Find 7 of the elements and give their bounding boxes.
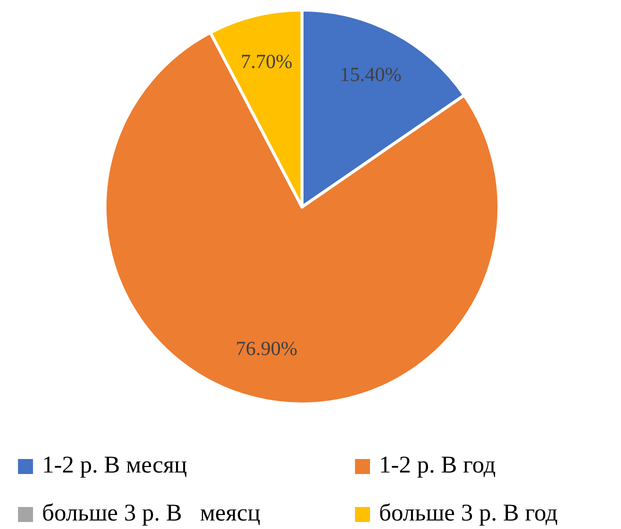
legend-label: больше 3 р. В меясц	[42, 500, 260, 527]
legend-label: 1-2 р. В месяц	[42, 452, 188, 479]
data-label: 7.70%	[240, 51, 292, 74]
data-label: 76.90%	[236, 338, 298, 360]
legend-label: 1-2 р. В год	[379, 452, 496, 479]
legend-label: больше 3 р. В год	[379, 500, 558, 527]
data-label: 15.40%	[340, 64, 402, 86]
